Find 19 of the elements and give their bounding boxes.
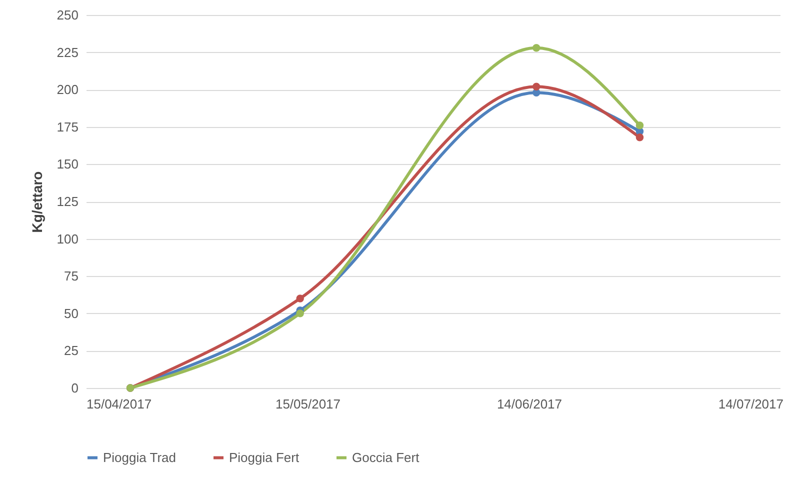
x-tick-label: 14/07/2017 — [718, 396, 784, 412]
y-tick-label: 0 — [71, 380, 78, 396]
y-tick-label: 100 — [56, 231, 78, 246]
y-tick-label: 50 — [64, 306, 78, 321]
y-tick-label: 200 — [56, 82, 78, 98]
y-axis-title: Kg/ettaro — [28, 171, 45, 233]
x-tick-label: 15/05/2017 — [275, 396, 341, 412]
legend-label: Pioggia Trad — [103, 450, 176, 465]
x-tick-label: 14/06/2017 — [496, 396, 562, 412]
y-tick-label: 225 — [56, 44, 78, 60]
y-tick-label: 150 — [56, 156, 78, 172]
y-tick-label: 175 — [56, 119, 78, 134]
x-tick-label: 15/04/2017 — [86, 396, 152, 412]
y-tick-label: 125 — [56, 194, 78, 209]
legend-label: Pioggia Fert — [229, 450, 300, 465]
y-tick-label: 250 — [56, 8, 78, 22]
y-tick-label: 25 — [64, 343, 78, 358]
y-tick-label: 75 — [64, 268, 78, 284]
legend-label: Goccia Fert — [352, 450, 420, 465]
